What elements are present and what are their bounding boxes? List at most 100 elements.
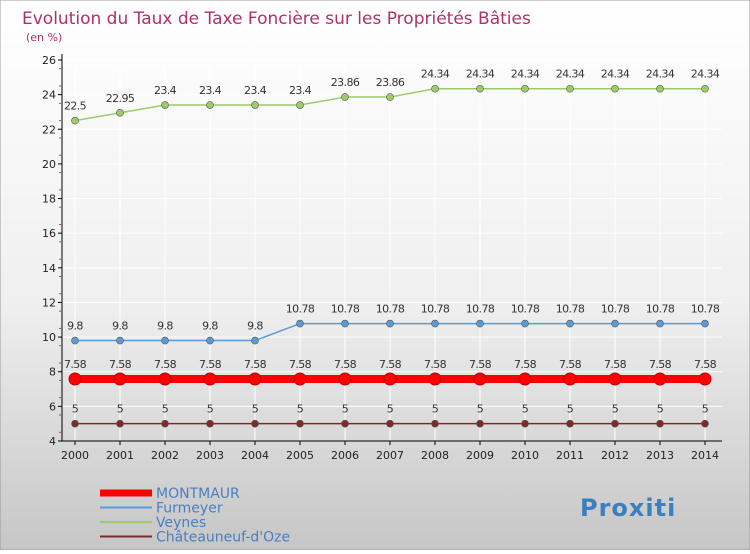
x-tick-label: 2013	[646, 449, 674, 462]
y-tick-label: 24	[42, 89, 56, 102]
data-label: 10.78	[376, 303, 405, 316]
data-point	[71, 116, 79, 125]
legend-label: Châteauneuf-d'Oze	[156, 530, 290, 546]
y-tick-label: 16	[42, 227, 56, 240]
x-tick-label: 2000	[61, 449, 89, 462]
x-tick-label: 2001	[106, 449, 134, 462]
data-label: 5	[162, 403, 169, 416]
x-tick-label: 2010	[511, 449, 539, 462]
data-point	[563, 372, 577, 386]
y-tick-label: 26	[42, 54, 56, 67]
data-label: 23.86	[376, 76, 405, 89]
data-label: 5	[72, 403, 79, 416]
x-tick-label: 2003	[196, 449, 224, 462]
data-label: 24.34	[646, 68, 675, 81]
x-tick-label: 2006	[331, 449, 359, 462]
data-point	[701, 319, 709, 328]
data-point	[248, 372, 262, 386]
data-point	[68, 372, 82, 386]
data-label: 5	[342, 403, 349, 416]
data-point	[698, 372, 712, 386]
data-label: 7.58	[244, 358, 267, 371]
data-label: 24.34	[556, 68, 585, 81]
data-point	[701, 84, 709, 93]
x-tick-label: 2014	[691, 449, 719, 462]
data-point	[473, 372, 487, 386]
y-tick-label: 12	[42, 296, 56, 309]
data-label: 5	[252, 403, 259, 416]
axis-layer: 4 6 8 10 12 14 16 18 20 22 24 26 2000 2001 2002 2003 200…	[42, 54, 722, 462]
x-tick-label: 2007	[376, 449, 404, 462]
data-label: 23.4	[289, 84, 312, 97]
data-point	[113, 372, 127, 386]
data-point	[518, 372, 532, 386]
data-label: 7.58	[379, 358, 402, 371]
data-label: 24.34	[691, 68, 720, 81]
data-point	[161, 101, 169, 109]
y-tick-label: 10	[42, 331, 56, 344]
data-label: 9.8	[247, 320, 263, 333]
data-point	[431, 84, 439, 93]
data-point	[386, 93, 394, 101]
x-tick-label: 2011	[556, 449, 584, 462]
data-point	[476, 319, 484, 328]
data-label: 10.78	[601, 303, 630, 316]
legend-label: Veynes	[156, 515, 206, 531]
data-point	[296, 419, 304, 428]
series-layer	[68, 84, 712, 428]
data-point	[386, 319, 394, 328]
data-label: 7.58	[424, 358, 447, 371]
data-point	[116, 419, 124, 428]
data-label: 7.58	[649, 358, 672, 371]
data-point	[656, 84, 664, 93]
data-label: 7.58	[469, 358, 492, 371]
y-tick-label: 14	[42, 262, 56, 275]
data-label-layer: 7.58 7.58 7.58 7.58 7.58 7.58 7.58 7.58 7.58 7.58…	[64, 68, 720, 416]
data-label: 7.58	[109, 358, 132, 371]
x-tick-label: 2002	[151, 449, 179, 462]
data-point	[431, 419, 439, 428]
data-point	[341, 93, 349, 101]
data-label: 7.58	[334, 358, 357, 371]
data-point	[476, 419, 484, 428]
data-point	[71, 419, 79, 428]
data-point	[203, 372, 217, 386]
data-point	[611, 419, 619, 428]
data-point	[341, 319, 349, 328]
data-label: 7.58	[154, 358, 177, 371]
data-point	[341, 419, 349, 428]
data-point	[206, 336, 214, 345]
data-label: 22.95	[106, 92, 135, 105]
data-label: 5	[432, 403, 439, 416]
data-point	[71, 336, 79, 345]
proxiti-logo: Proxiti	[580, 494, 675, 522]
data-point	[566, 319, 574, 328]
data-label: 7.58	[694, 358, 717, 371]
y-tick-label: 8	[49, 366, 56, 379]
legend-label: MONTMAUR	[156, 486, 240, 502]
data-label: 5	[702, 403, 709, 416]
data-label: 10.78	[286, 303, 315, 316]
data-label: 9.8	[157, 320, 173, 333]
y-tick-label: 4	[49, 435, 56, 448]
x-tick-label: 2005	[286, 449, 314, 462]
data-label: 10.78	[691, 303, 720, 316]
data-label: 23.4	[154, 84, 177, 97]
data-label: 7.58	[199, 358, 222, 371]
legend-label: Furmeyer	[156, 501, 223, 517]
data-label: 7.58	[559, 358, 582, 371]
data-point	[566, 84, 574, 93]
data-label: 7.58	[604, 358, 627, 371]
data-label: 9.8	[67, 320, 83, 333]
x-tick-label: 2008	[421, 449, 449, 462]
x-tick-label: 2009	[466, 449, 494, 462]
chart-subtitle: (en %)	[26, 31, 62, 44]
data-point	[386, 419, 394, 428]
data-point	[338, 372, 352, 386]
data-label: 5	[657, 403, 664, 416]
data-point	[161, 419, 169, 428]
